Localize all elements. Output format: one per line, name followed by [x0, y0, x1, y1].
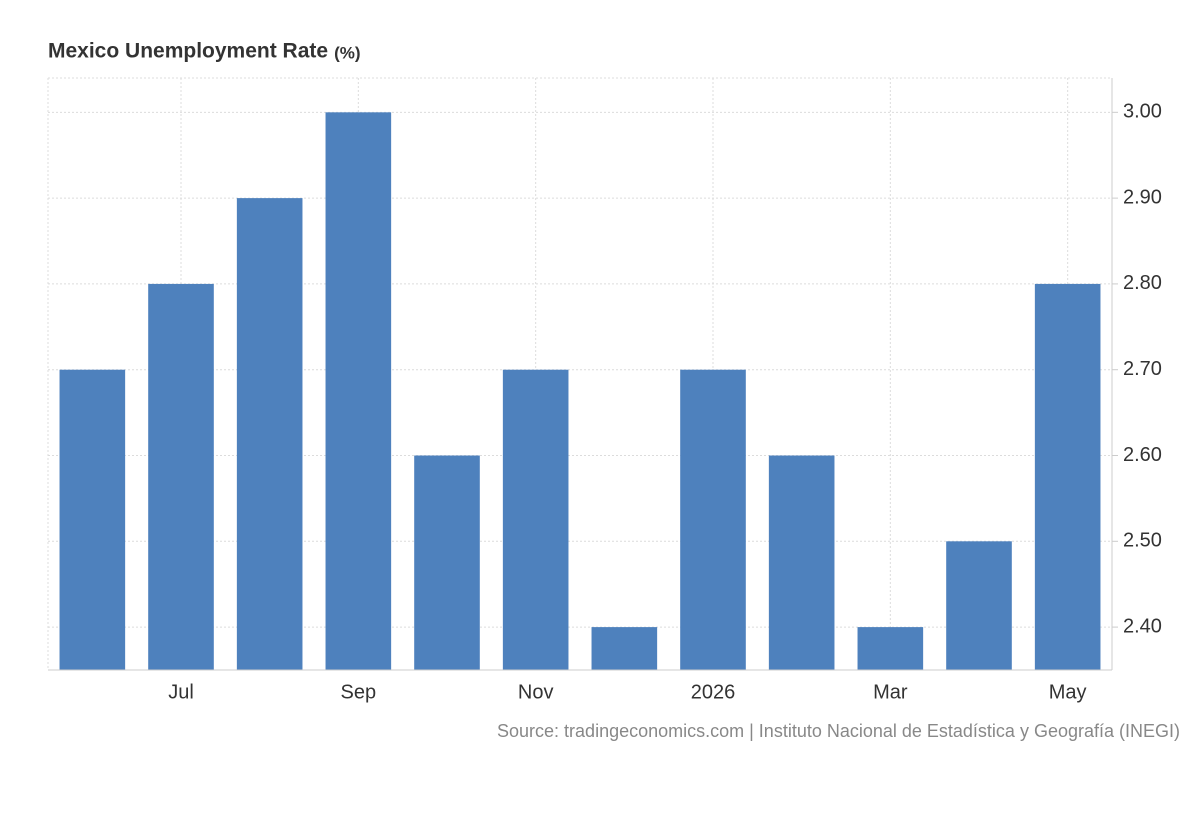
bar — [236, 198, 303, 670]
y-tick-label: 2.50 — [1123, 530, 1162, 552]
y-tick-label: 2.60 — [1123, 444, 1162, 466]
y-tick-label: 2.80 — [1123, 272, 1162, 294]
x-tick-label: Mar — [873, 681, 908, 703]
chart-unit: (%) — [334, 43, 360, 62]
x-tick-label: Sep — [341, 681, 377, 703]
chart-title: Mexico Unemployment Rate — [48, 40, 328, 63]
x-tick-label: Jul — [168, 681, 194, 703]
x-tick-label: May — [1049, 681, 1087, 703]
bar — [502, 369, 569, 670]
y-tick-label: 2.90 — [1123, 186, 1162, 208]
bar — [680, 369, 746, 670]
bar — [591, 627, 658, 670]
bar — [325, 112, 392, 670]
bar — [946, 541, 1012, 670]
y-tick-label: 2.70 — [1123, 358, 1162, 380]
bar — [1034, 283, 1101, 670]
bar — [59, 369, 126, 670]
bar — [768, 455, 835, 670]
x-tick-label: Nov — [518, 681, 554, 703]
bar — [857, 627, 924, 670]
bar — [414, 455, 480, 670]
source-note: Source: tradingeconomics.com | Instituto… — [497, 721, 1180, 741]
y-tick-label: 2.40 — [1123, 615, 1162, 637]
bar — [148, 283, 214, 670]
x-tick-label: 2026 — [691, 681, 736, 703]
y-tick-label: 3.00 — [1123, 101, 1162, 123]
